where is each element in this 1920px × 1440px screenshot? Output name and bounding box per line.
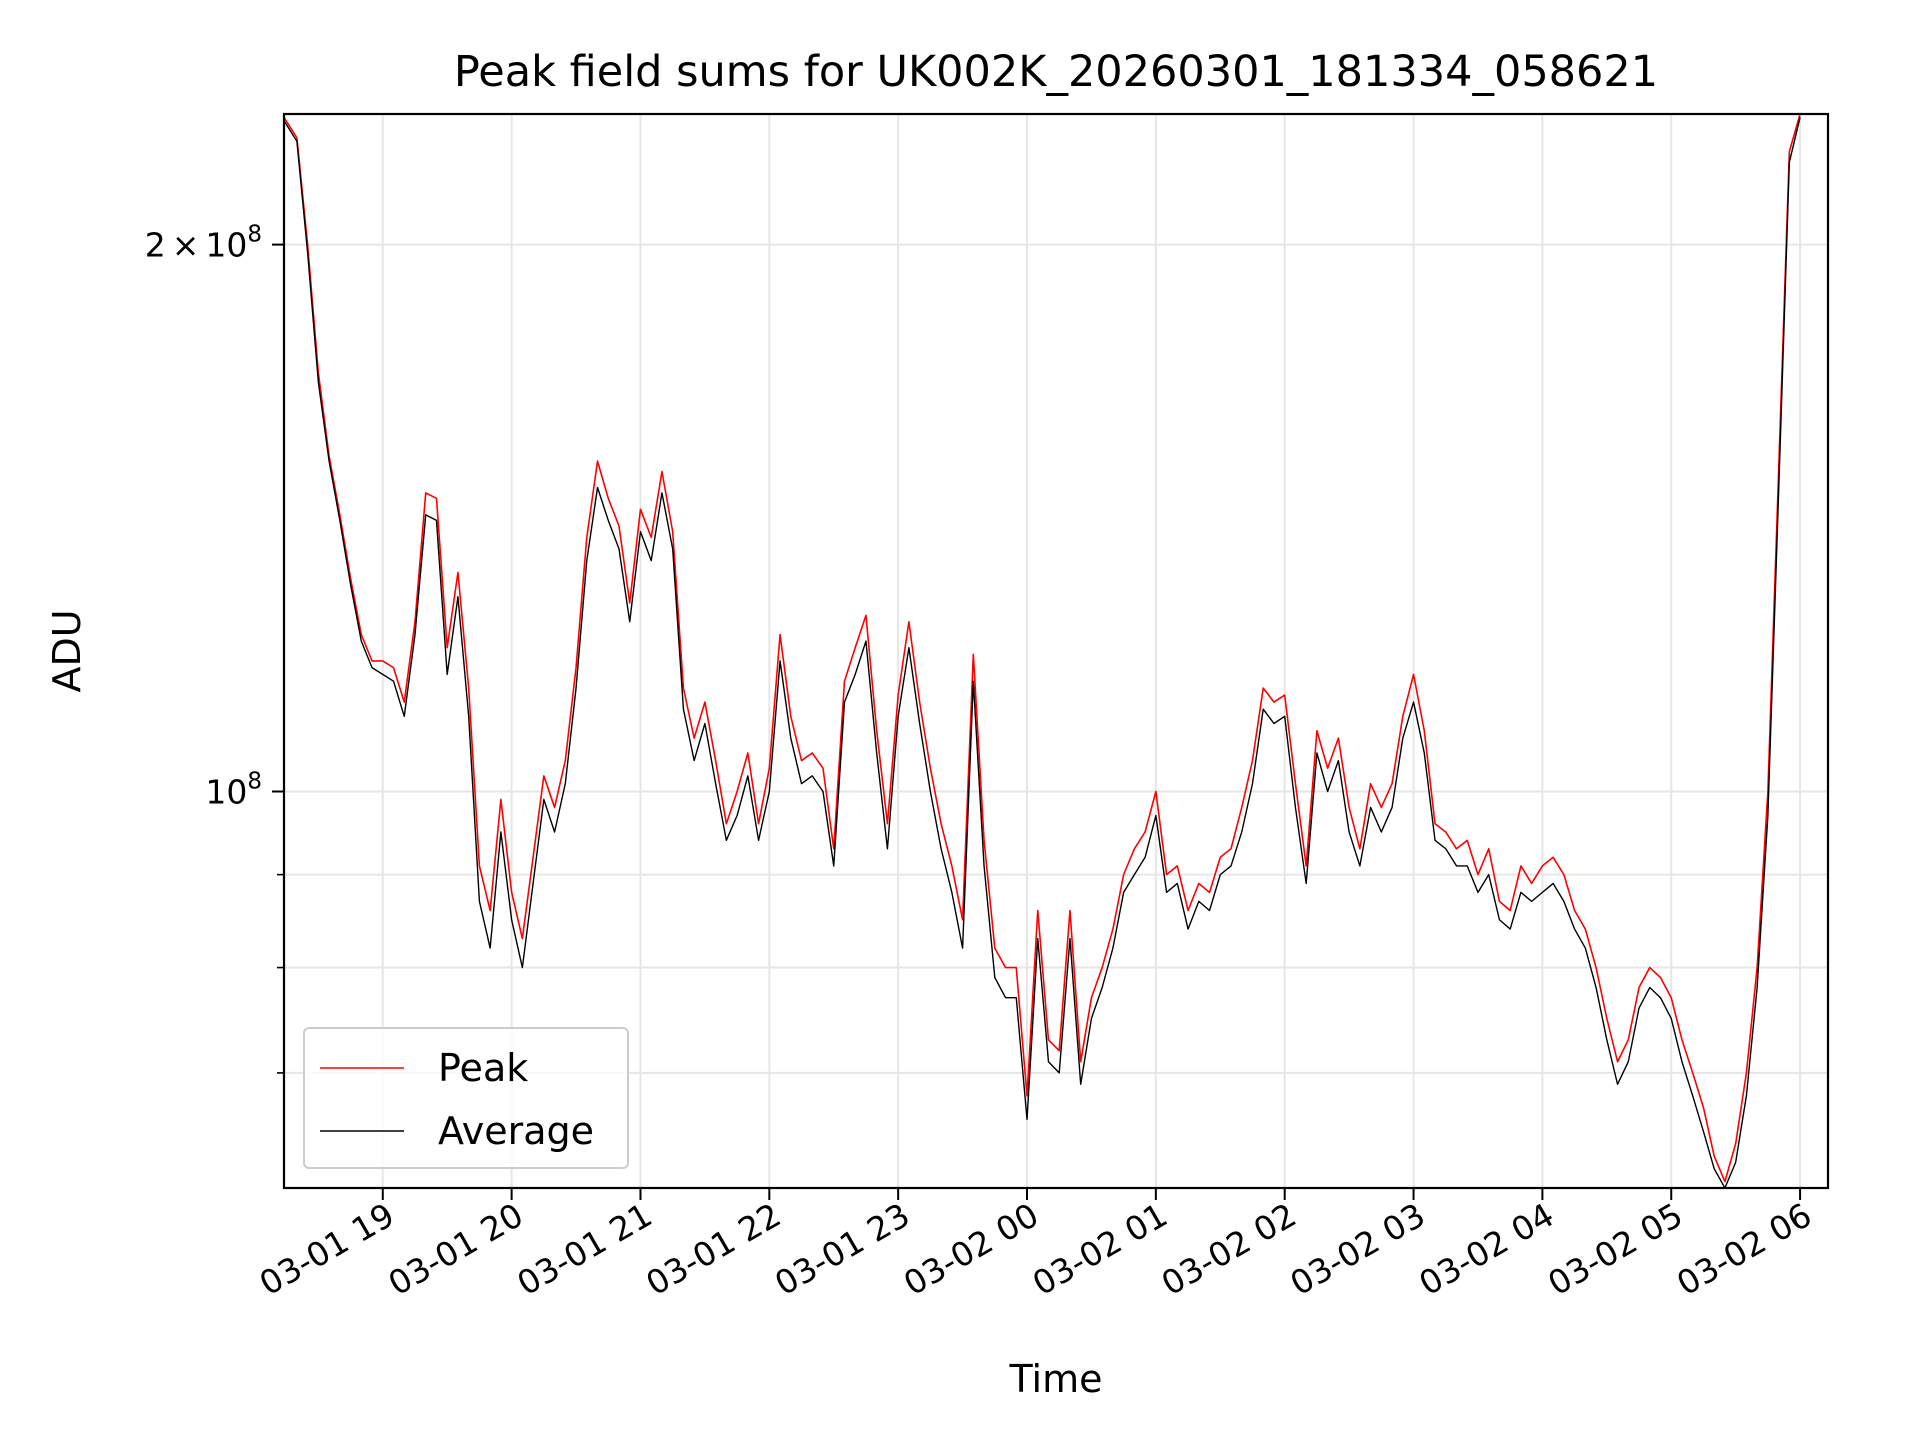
legend-label-average: Average xyxy=(438,1109,594,1153)
legend-box xyxy=(303,1027,629,1169)
y-axis-label: ADU xyxy=(45,609,89,692)
series-peak-line xyxy=(283,113,1801,1183)
legend-label-peak: Peak xyxy=(438,1046,528,1090)
y-tick-label: 108 xyxy=(205,768,262,811)
x-axis-label: Time xyxy=(1009,1357,1103,1401)
series-average-line xyxy=(283,117,1801,1189)
plot-frame xyxy=(282,112,1830,1190)
series-layer xyxy=(283,113,1801,1189)
grid xyxy=(284,114,1828,1188)
chart-title: Peak field sums for UK002K_20260301_1813… xyxy=(454,47,1658,97)
legend: Peak Average xyxy=(303,1027,629,1169)
y-tick-label: 2 × 108 xyxy=(145,222,262,265)
